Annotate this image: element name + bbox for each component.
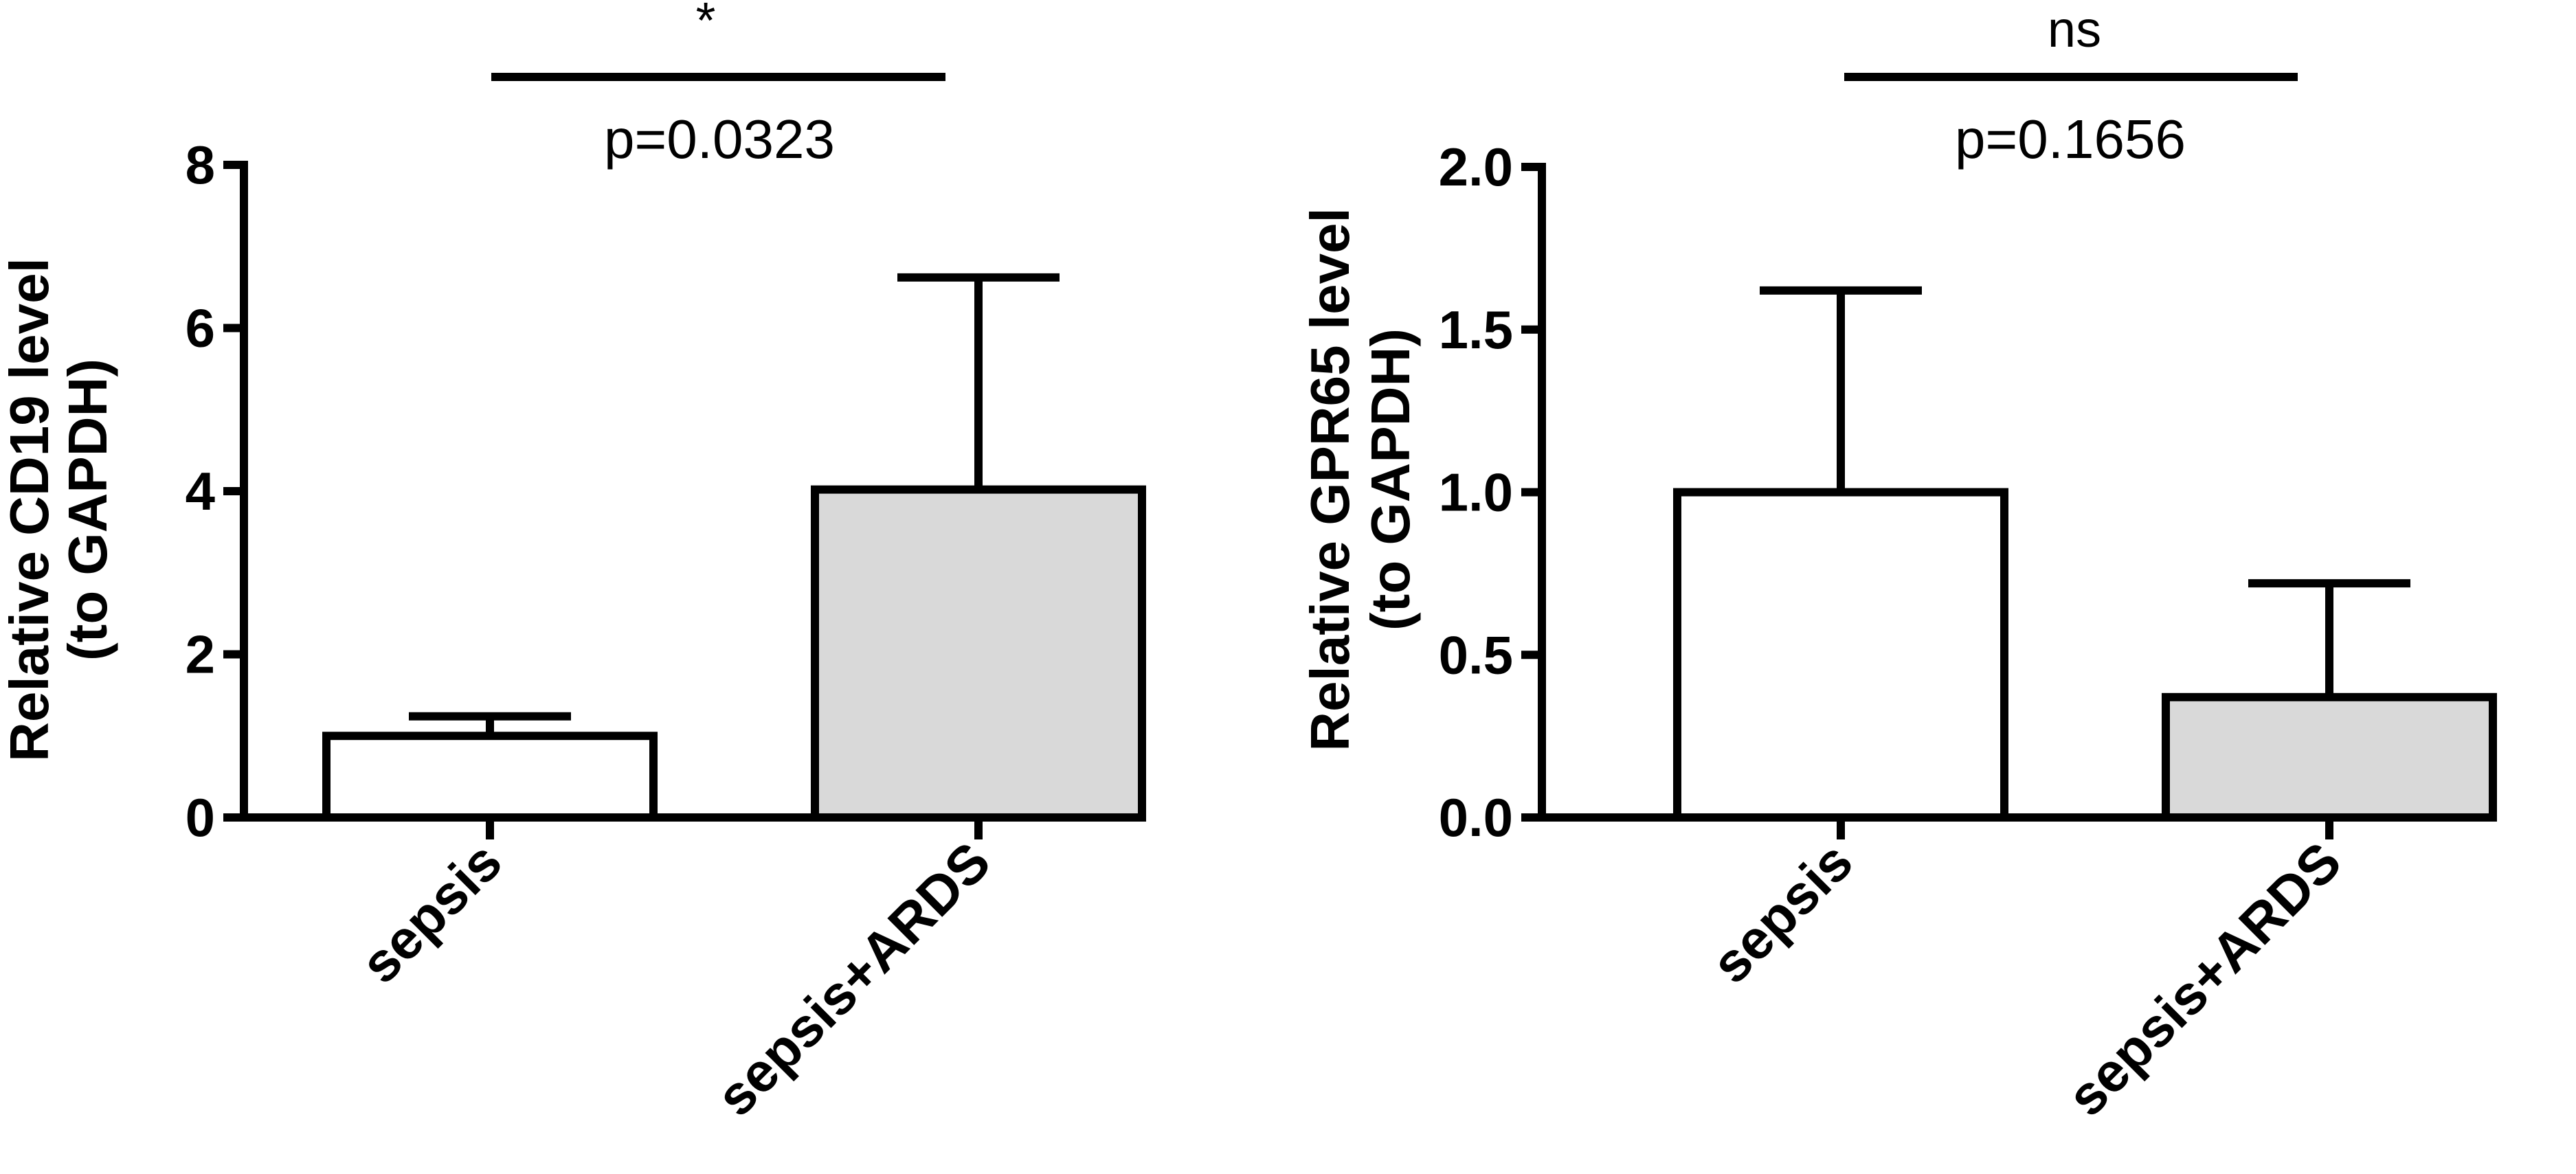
y-tick-label: 8 <box>186 135 215 195</box>
y-axis-label-line1: Relative CD19 level <box>0 258 60 762</box>
y-tick-label: 0.0 <box>1439 787 1513 848</box>
y-tick-label: 0 <box>186 787 215 848</box>
bar <box>1673 488 2008 822</box>
x-tick-label: sepsis <box>349 831 513 995</box>
significance-marker: ns <box>2048 1 2101 58</box>
y-tick-label: 1.5 <box>1439 300 1513 360</box>
y-tick-label: 6 <box>186 298 215 359</box>
panel-cd19: Relative CD19 level (to GAPDH) * p=0.032… <box>0 0 1146 1127</box>
x-tick-label: sepsis+ARDS <box>2056 831 2353 1127</box>
y-tick-label: 1.0 <box>1439 462 1513 523</box>
p-value-label: p=0.0323 <box>604 109 835 170</box>
bar <box>811 485 1146 822</box>
y-axis-label-line2: (to GAPDH) <box>1360 328 1421 631</box>
y-tick-label: 2.0 <box>1439 137 1513 197</box>
bar <box>322 732 658 822</box>
y-tick-label: 2 <box>186 624 215 685</box>
p-value-label: p=0.1656 <box>1955 109 2186 170</box>
significance-marker: * <box>696 0 716 49</box>
y-axis-label-line2: (to GAPDH) <box>57 359 118 661</box>
bar <box>2162 692 2497 822</box>
y-tick-label: 0.5 <box>1439 624 1513 685</box>
panel-gpr65: Relative GPR65 level (to GAPDH) ns p=0.1… <box>1299 1 2497 1127</box>
x-tick-label: sepsis+ARDS <box>705 831 1002 1127</box>
y-tick-label: 4 <box>186 461 215 521</box>
y-axis-label-line1: Relative GPR65 level <box>1299 207 1360 752</box>
x-tick-label: sepsis <box>1700 831 1864 995</box>
